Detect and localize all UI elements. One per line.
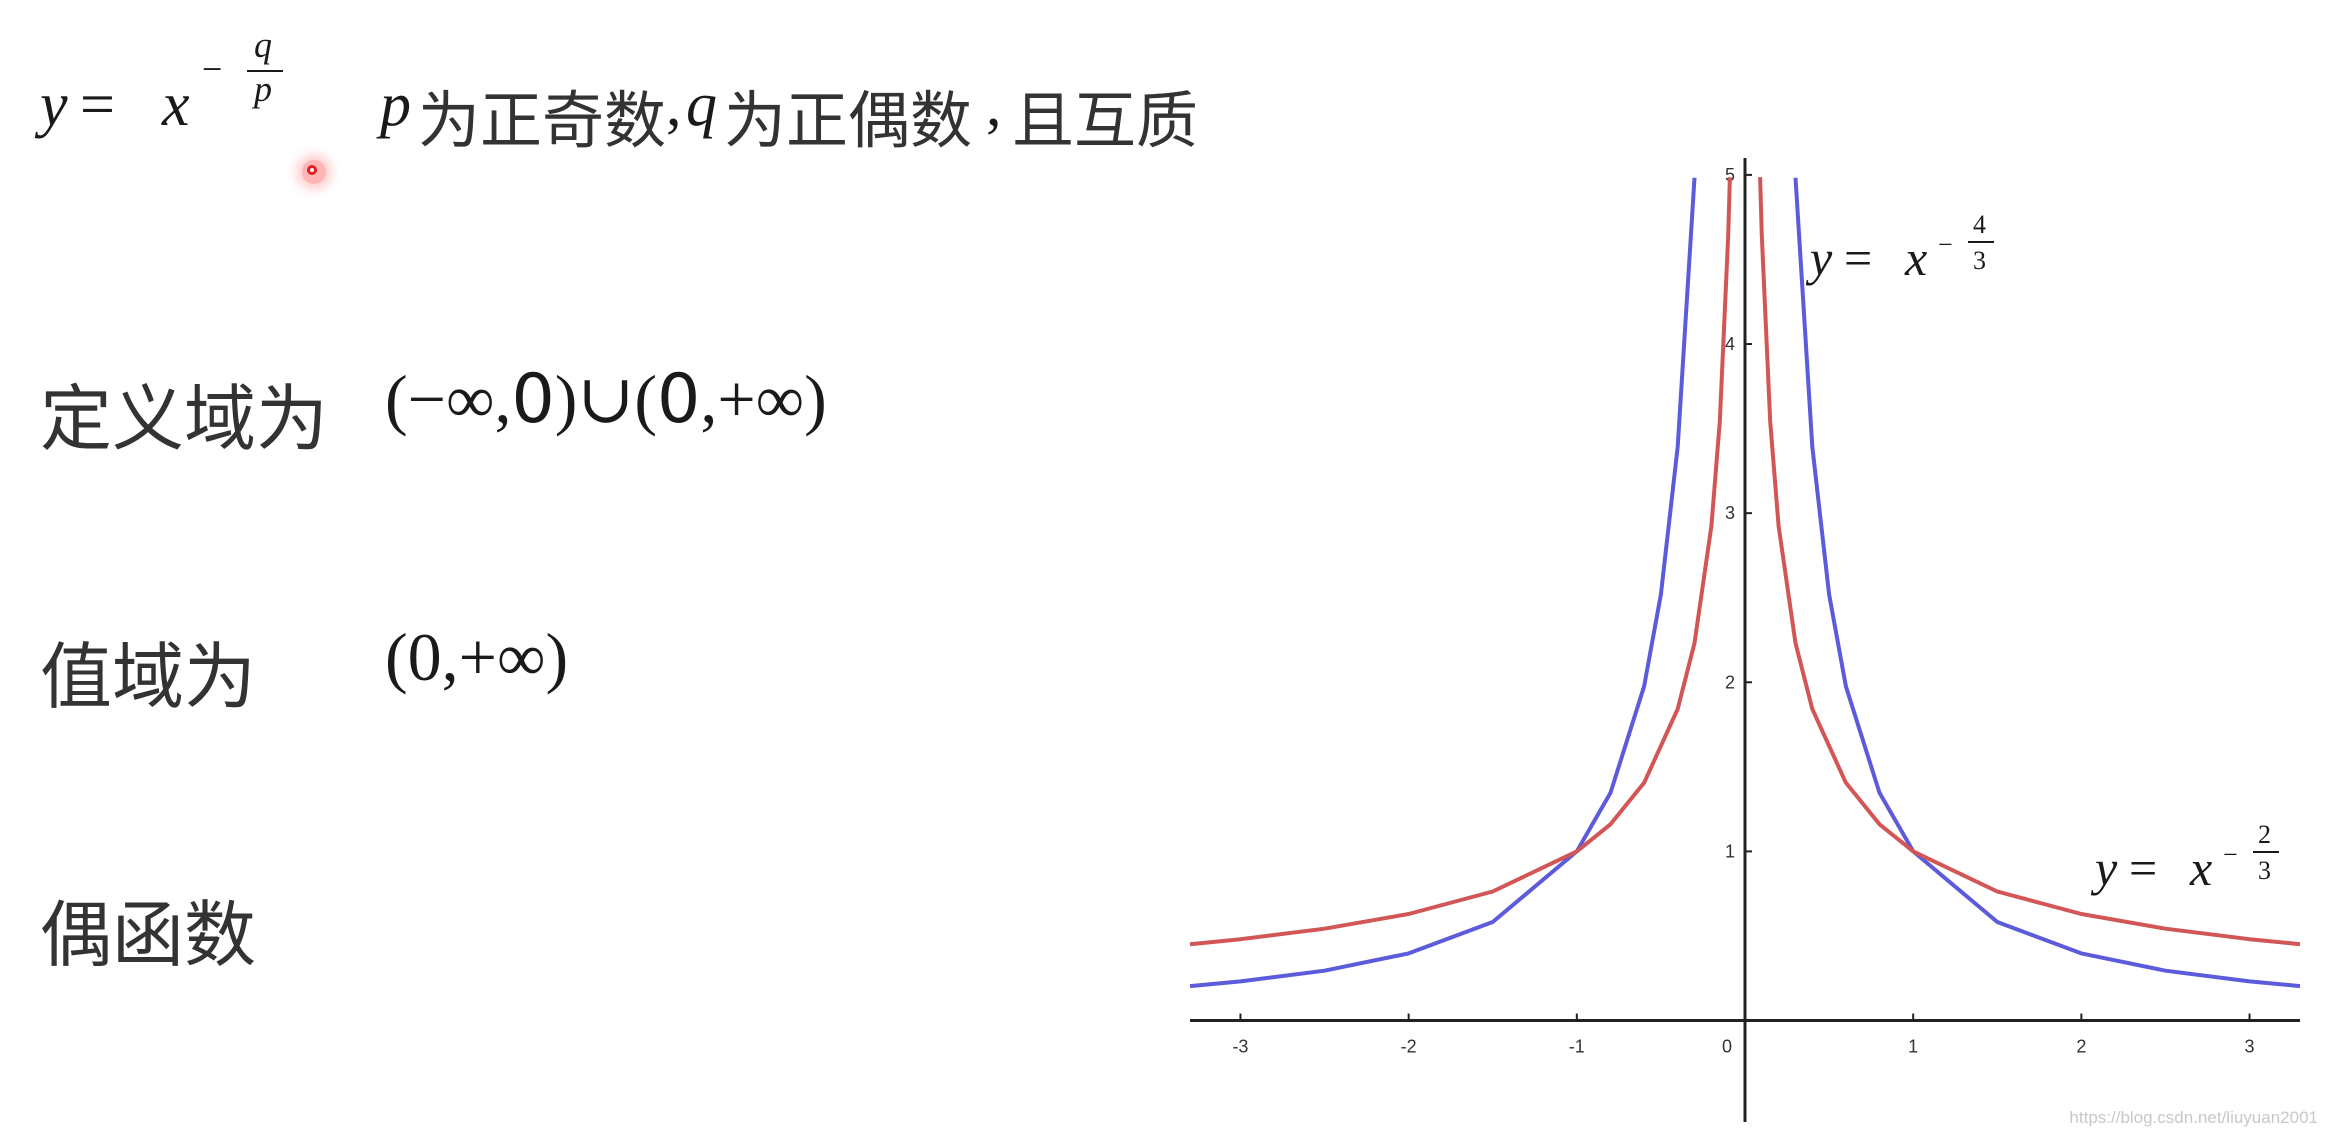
- formula-numerator: q: [254, 25, 272, 65]
- label-x: x: [2189, 840, 2212, 896]
- condition-text-odd: 为正奇数: [418, 84, 667, 157]
- domain-zero-2: 0: [657, 360, 701, 439]
- y-tick-label: 3: [1725, 503, 1735, 523]
- label-numerator: 2: [2258, 820, 2271, 849]
- label-minus: −: [2223, 840, 2238, 869]
- label-y: y: [2090, 840, 2118, 896]
- watermark: https://blog.csdn.net/liuyuan2001: [2069, 1108, 2318, 1127]
- label-x: x: [1904, 230, 1927, 286]
- domain-close-2: ,+∞): [700, 361, 827, 437]
- cursor-marker-icon: [302, 160, 326, 184]
- domain-close-1: ): [554, 361, 578, 437]
- x-tick-label: 1: [1908, 1037, 1918, 1057]
- domain-zero-1: 0: [511, 360, 555, 439]
- y-tick-label: 5: [1725, 165, 1735, 185]
- domain-open-2: (: [634, 361, 658, 437]
- formula-fraction-bar: [247, 70, 283, 72]
- y-tick-label: 4: [1725, 334, 1735, 354]
- x-tick-label: -3: [1232, 1037, 1248, 1057]
- label-equals: =: [2129, 840, 2157, 896]
- label-denominator: 3: [1973, 246, 1986, 275]
- curve-label-x-neg-2-3: y = x −2 3: [2090, 820, 2279, 896]
- formula-minus: −: [202, 49, 223, 89]
- formula-y: y: [40, 71, 68, 139]
- x-tick-label: -1: [1569, 1037, 1585, 1057]
- label-denominator: 3: [2258, 856, 2271, 885]
- condition-comma-1: ,: [666, 71, 682, 139]
- x-tick-label: 0: [1722, 1037, 1732, 1057]
- domain-value: (−∞,0)∪(0,+∞): [385, 360, 827, 439]
- curve-x-neg-4-3-left: [1189, 177, 1697, 989]
- domain-label: 定义域为: [40, 377, 329, 461]
- domain-union: ∪: [577, 361, 635, 437]
- curve-x-neg-2-3-right: [1758, 177, 2301, 947]
- curve-label-x-neg-4-3: y = x −4 3: [1805, 210, 1994, 286]
- y-tick-label: 1: [1725, 841, 1735, 861]
- domain-open-1: (−∞,: [385, 361, 512, 437]
- range-label: 值域为: [40, 635, 257, 719]
- y-tick-label: 2: [1725, 672, 1735, 692]
- formula-equals: =: [80, 71, 115, 139]
- x-tick-label: 3: [2245, 1037, 2255, 1057]
- x-tick-label: 2: [2076, 1037, 2086, 1057]
- curve-x-neg-2-3-left: [1189, 177, 1732, 947]
- condition-q: q: [686, 71, 717, 139]
- label-y: y: [1805, 230, 1833, 286]
- condition-p: p: [380, 71, 411, 139]
- x-tick-label: -2: [1401, 1037, 1417, 1057]
- label-minus: −: [1938, 230, 1953, 259]
- formula-line: y = x − q p p 为正奇数 , q 为正偶数 , 且互质: [40, 25, 1440, 184]
- condition-comma-2: ,: [986, 71, 1002, 139]
- range-value: (0,+∞): [385, 619, 569, 695]
- parity-label: 偶函数: [40, 893, 257, 977]
- label-numerator: 4: [1973, 210, 1986, 239]
- label-equals: =: [1844, 230, 1872, 286]
- condition-text-even: 为正偶数: [724, 84, 973, 157]
- formula-x: x: [162, 71, 190, 139]
- formula-denominator: p: [254, 69, 272, 109]
- condition-text-coprime: 且互质: [1012, 84, 1199, 157]
